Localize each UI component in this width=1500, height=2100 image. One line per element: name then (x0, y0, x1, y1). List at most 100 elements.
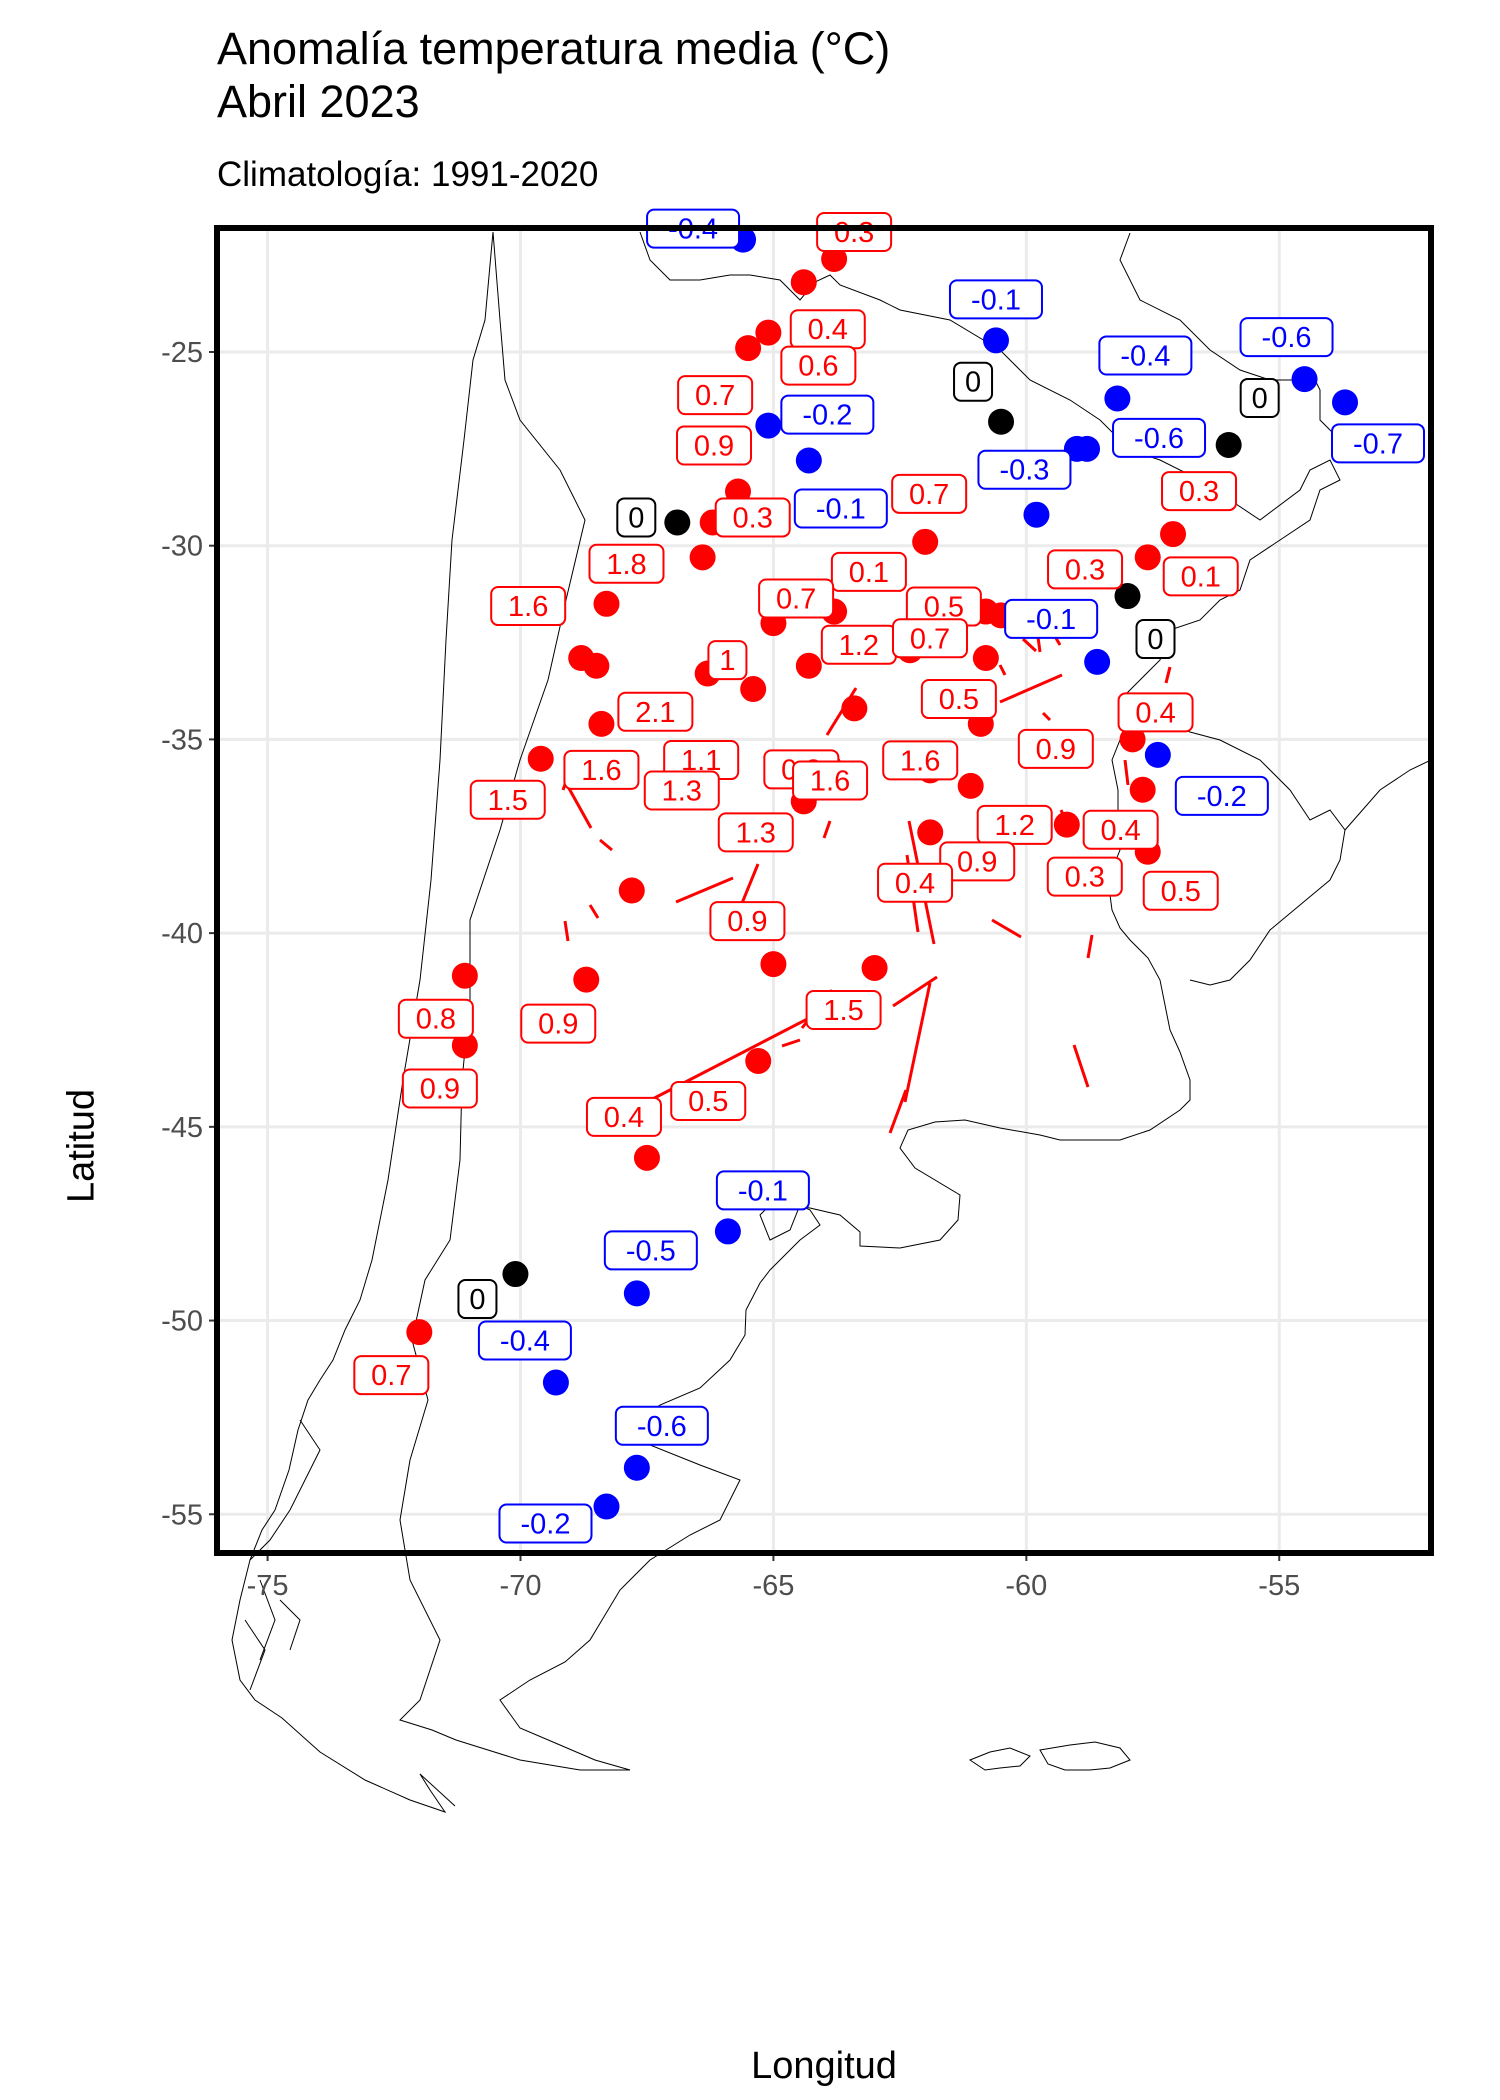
leader-line (638, 1013, 816, 1108)
station-label-box (882, 740, 959, 781)
station-label: 0.4 (895, 868, 935, 900)
station-label: 0.9 (957, 846, 997, 878)
station-label: 0.9 (694, 430, 734, 462)
station-label: 0.9 (727, 906, 767, 938)
station-point (451, 962, 478, 989)
station-point (451, 1032, 478, 1059)
station-label: 0.9 (538, 1009, 578, 1041)
station-point (1291, 366, 1318, 393)
station-label-box (948, 279, 1043, 320)
station-point (755, 319, 782, 346)
station-point (502, 1261, 529, 1288)
chile-south-islands (244, 1419, 321, 1691)
station-label-box (1017, 728, 1094, 769)
station-label: -0.1 (816, 493, 866, 525)
pacific-coast-outline (231, 231, 494, 1813)
y-tick-label: -35 (161, 724, 203, 756)
station-label: 0.7 (695, 380, 735, 412)
station-label-box (603, 1230, 698, 1271)
leader-line (675, 876, 734, 904)
chart-title-period: Abril 2023 (217, 76, 420, 127)
station-label-box (588, 543, 665, 584)
station-label: 0.7 (910, 623, 950, 655)
station-label-box (614, 1405, 709, 1446)
station-point (406, 1319, 433, 1346)
station-label: 1 (719, 645, 735, 677)
station-label: 0.5 (1161, 876, 1201, 908)
station-label: 0.5 (924, 592, 964, 624)
station-point (1023, 501, 1050, 528)
x-axis-label: Longitud (751, 2045, 897, 2087)
station-label-box (920, 679, 997, 720)
y-tick-label: -50 (161, 1306, 203, 1338)
station-label-box (715, 1170, 810, 1211)
leader-line (888, 1089, 908, 1134)
station-label-box (977, 449, 1072, 490)
station-point (795, 652, 822, 679)
station-label-box (401, 1068, 478, 1109)
station-label: -0.1 (738, 1175, 788, 1207)
station-label-box (677, 375, 754, 416)
station-point (593, 1493, 620, 1520)
y-tick-label: -25 (161, 337, 203, 369)
station-point (664, 509, 691, 536)
leader-line (903, 982, 932, 1103)
leader-line (1123, 759, 1130, 786)
station-label-box (498, 1503, 593, 1544)
station-label: -0.5 (626, 1235, 676, 1267)
station-point (1084, 648, 1111, 675)
station-label: 0.9 (1036, 734, 1076, 766)
station-label: 1.2 (839, 630, 879, 662)
station-label: 1.6 (508, 591, 548, 623)
station-label: -0.6 (1262, 322, 1312, 354)
station-label-box (469, 779, 546, 820)
station-point (527, 745, 554, 772)
station-point (790, 269, 817, 296)
falklands-islands (968, 1741, 1131, 1771)
northern-border (749, 274, 1341, 720)
station-point (1144, 741, 1171, 768)
station-label: -0.6 (1134, 423, 1184, 455)
station-point (1114, 583, 1141, 610)
station-label-box (780, 394, 875, 435)
station-point (1104, 385, 1131, 412)
station-label: 1.2 (995, 810, 1035, 842)
station-label-box (1162, 556, 1239, 597)
leader-line (999, 673, 1063, 704)
station-point (1134, 544, 1161, 571)
station-label: 0.5 (688, 1086, 728, 1118)
y-tick-label: -45 (161, 1112, 203, 1144)
x-tick-label: -60 (1005, 1570, 1047, 1602)
station-label-box (477, 1320, 572, 1361)
station-label-box (717, 812, 794, 853)
station-label: 0.3 (1179, 476, 1219, 508)
leader-line (1021, 637, 1038, 653)
axis-ticks: -75 -70 -65 -60 -55 -25 -30 -35 -40 -45 -50 -55 (161, 337, 1300, 1602)
station-label-box (676, 425, 753, 466)
station-label-box (1142, 870, 1219, 911)
station-label: 0 (1252, 383, 1268, 415)
y-tick-label: -40 (161, 918, 203, 950)
y-axis-label: Latitud (60, 1088, 103, 1204)
x-tick-label: -55 (1258, 1570, 1300, 1602)
station-label: 0 (628, 502, 644, 534)
station-point (714, 1218, 741, 1245)
leader-line (564, 782, 593, 829)
station-label-box (563, 749, 640, 790)
station-label-box (1046, 856, 1123, 897)
leader-line (1164, 666, 1172, 684)
station-label: 0 (965, 367, 981, 399)
leader-line (563, 920, 570, 942)
station-label: -0.2 (1197, 781, 1247, 813)
station-label: 0.1 (1181, 561, 1221, 593)
leader-line (991, 918, 1022, 939)
chart-subtitle: Climatología: 1991-2020 (217, 155, 599, 194)
station-label-box (1047, 549, 1124, 590)
station-point (1053, 811, 1080, 838)
station-label-box (792, 760, 869, 801)
station-label-box (830, 551, 907, 592)
station-point (1332, 389, 1359, 416)
station-label-box (707, 640, 748, 681)
station-label-box (709, 901, 786, 942)
station-label-box (1174, 775, 1269, 816)
